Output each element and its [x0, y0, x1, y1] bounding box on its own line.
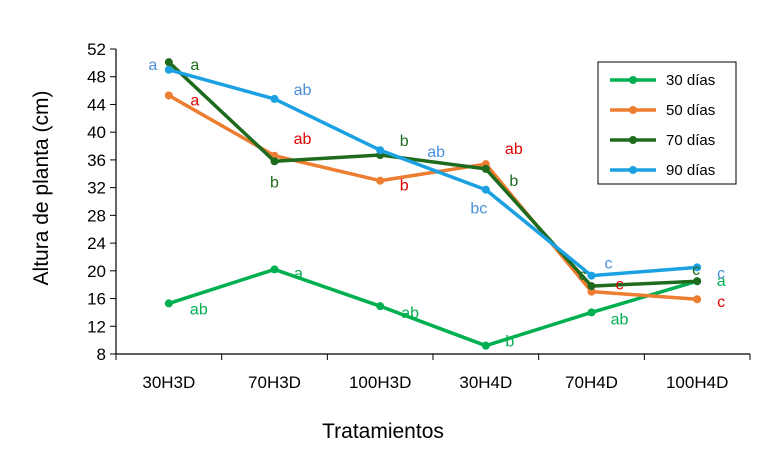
y-tick-label: 36 — [87, 151, 106, 170]
series-line — [167, 60, 698, 288]
data-point — [270, 94, 279, 103]
data-point — [587, 308, 596, 317]
series-layer — [164, 58, 702, 350]
significance-label: c — [692, 262, 700, 279]
data-point — [164, 65, 173, 74]
y-tick-label: 48 — [87, 68, 106, 87]
significance-label: bc — [470, 201, 487, 218]
significance-label: b — [400, 178, 409, 195]
data-point — [270, 265, 279, 274]
data-point — [481, 164, 490, 173]
legend: 30 días 50 días 70 días 90 días — [597, 61, 737, 185]
data-point — [270, 157, 279, 166]
significance-label: ab — [294, 131, 312, 148]
x-tick-label: 100H3D — [349, 373, 411, 392]
y-tick-label: 24 — [87, 234, 106, 253]
legend-entry: 70 días — [666, 132, 715, 149]
y-tick-label: 40 — [87, 123, 106, 142]
y-tick-label: 32 — [87, 179, 106, 198]
y-tick-label: 16 — [87, 290, 106, 309]
data-point — [481, 185, 490, 194]
y-tick-label: 28 — [87, 206, 106, 225]
data-point — [693, 263, 702, 272]
y-axis-label: Altura de planta (cm) — [30, 91, 53, 286]
y-tick-label: 44 — [87, 95, 106, 114]
significance-label: b — [509, 173, 518, 190]
significance-label: ab — [611, 311, 629, 328]
x-tick-label: 70H4D — [565, 373, 618, 392]
data-point — [164, 58, 173, 67]
data-point — [164, 91, 173, 100]
data-point — [164, 299, 173, 308]
significance-label: ab — [427, 144, 445, 161]
y-tick-label: 8 — [97, 345, 106, 364]
series-4 — [164, 65, 702, 280]
data-point — [587, 287, 596, 296]
axes: 8 12 16 20 24 28 32 36 40 44 48 52 30H3D 70H3D 100H3D 3… — [87, 40, 751, 392]
data-point — [587, 282, 596, 291]
significance-label: a — [717, 273, 726, 290]
significance-label: c — [616, 277, 624, 294]
series-line — [168, 68, 698, 278]
significance-label: c — [579, 267, 587, 284]
data-point — [693, 277, 702, 286]
legend-entry: 30 días — [666, 72, 715, 89]
legend-entry: 50 días — [666, 102, 715, 119]
x-axis-label: Tratamientos — [322, 420, 444, 443]
legend-marker — [629, 76, 637, 84]
significance-label: a — [148, 57, 157, 74]
x-tick-label: 30H3D — [142, 373, 195, 392]
data-point — [587, 271, 596, 280]
legend-marker — [629, 136, 637, 144]
significance-label: c — [717, 265, 725, 282]
y-tick-label: 52 — [87, 40, 106, 59]
data-point — [693, 295, 702, 304]
significance-label: b — [505, 334, 514, 351]
significance-label: b — [270, 174, 279, 191]
x-tick-label: 30H4D — [459, 373, 512, 392]
y-tick-label: 20 — [87, 262, 106, 281]
significance-label: a — [190, 92, 199, 109]
significance-label: c — [605, 256, 613, 273]
x-tick-label: 100H4D — [666, 373, 728, 392]
significance-label: c — [717, 294, 725, 311]
significance-label: a — [190, 57, 199, 74]
significance-label: a — [294, 265, 303, 282]
significance-label: ab — [505, 141, 523, 158]
significance-label: b — [400, 133, 409, 150]
significance-label: ab — [294, 82, 312, 99]
series-line — [168, 267, 698, 348]
x-tick-label: 70H3D — [248, 373, 301, 392]
legend-marker — [629, 166, 637, 174]
data-point — [376, 146, 385, 155]
data-point — [376, 302, 385, 311]
significance-label: ab — [190, 301, 208, 318]
data-point — [376, 176, 385, 185]
legend-box — [597, 61, 737, 185]
legend-marker — [629, 106, 637, 114]
legend-entry: 90 días — [666, 162, 715, 179]
y-tick-label: 12 — [87, 317, 106, 336]
significance-label: ab — [401, 305, 419, 322]
data-point — [481, 341, 490, 350]
